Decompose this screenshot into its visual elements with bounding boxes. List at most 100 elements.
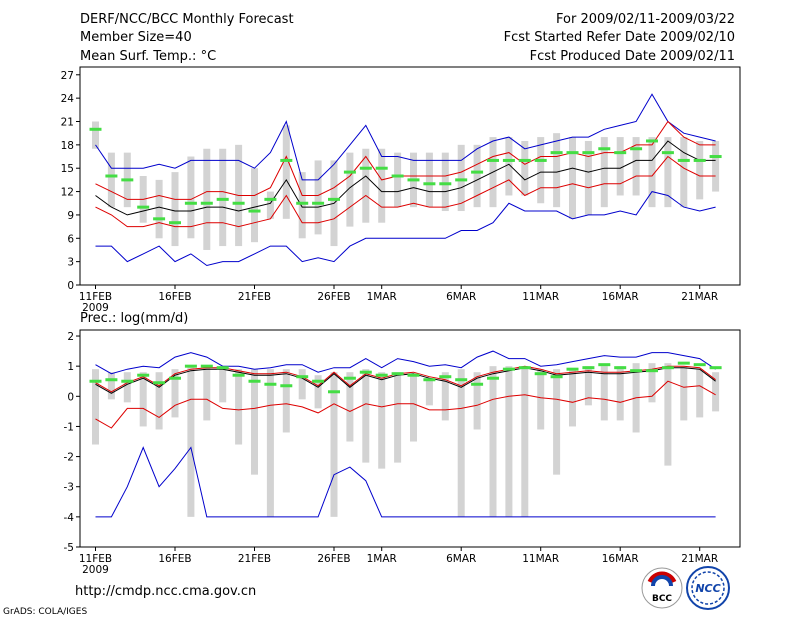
prec-range-box [235,369,243,445]
temp-observed-marker [184,201,197,205]
footer-url[interactable]: http://cmdp.ncc.cma.gov.cn [75,584,256,599]
temp-observed-marker [280,158,293,162]
ncc-logo-wreath [691,571,725,605]
temp-range-box [553,133,561,208]
temp-y-tick-label: 12 [61,187,74,199]
prec-max-line [95,350,716,375]
prec-range-box [410,375,417,442]
prec-x-tick-label: 16MAR [602,553,639,565]
prec-observed-marker [200,364,213,368]
prec-observed-marker [232,373,245,377]
temp-observed-marker [439,182,452,186]
temp-observed-marker [598,147,611,151]
fcst-produced-label: Fcst Produced Date 2009/02/11 [530,49,735,64]
temp-y-tick-label: 6 [67,233,74,245]
temp-x-tick-label: 11MAR [522,291,559,303]
temp-range-box [346,152,354,227]
prec-range-box [378,372,386,469]
temp-x-tick-label: 21MAR [681,291,718,303]
prec-observed-marker [693,363,706,367]
prec-range-box [521,366,529,517]
prec-y-tick-label: -5 [64,542,74,554]
prec-x-tick-label: 1MAR [367,553,397,565]
grads-credit: GrADS: COLA/IGES [3,607,87,617]
prec-y-tick-label: -4 [64,512,75,524]
temp-observed-marker [359,166,372,170]
temp-range-box [282,125,290,219]
prec-observed-marker [455,378,468,382]
prec-observed-marker [518,366,531,370]
prec-observed-marker [296,375,309,379]
prec-observed-marker [216,366,229,370]
prec-y-tick-label: 0 [67,391,74,403]
prec-mean-line [95,367,716,394]
temp-range-box [584,140,592,215]
temp-observed-marker [137,205,150,209]
prec-range-box [251,369,258,475]
prec-range-box [298,369,306,400]
prec-observed-marker [614,366,627,370]
prec-observed-marker [359,370,372,374]
temp-observed-marker [582,151,595,155]
temp-observed-marker [487,158,499,162]
temp-x-tick-label: 6MAR [446,291,476,303]
temp-range-box [203,148,211,250]
temp-range-box [632,137,640,196]
fcst-started-label: Fcst Started Refer Date 2009/02/10 [504,30,735,45]
prec-x-tick-label: 6MAR [446,553,476,565]
temp-y-tick-label: 18 [61,140,74,152]
prec-observed-marker [471,382,484,386]
temp-range-box [521,140,529,196]
precip-title: Prec.: log(mm/d) [80,311,188,326]
prec-range-box [441,372,449,421]
temp-range-box [505,137,513,196]
temp-range-box [569,137,576,219]
prec-observed-marker [312,379,325,383]
temp-range-box [712,140,720,192]
prec-plot-frame [79,329,741,548]
prec-range-box [616,366,624,421]
member-size-label: Member Size=40 [80,30,192,45]
temp-observed-marker [312,201,325,205]
prec-observed-marker [598,363,611,367]
temp-range-box [314,160,322,235]
prec-observed-marker [137,373,150,377]
temp-observed-marker [216,197,229,201]
prec-range-box [680,366,688,421]
temp-observed-marker [407,178,420,182]
temp-plot-frame [79,66,741,286]
temp-observed-marker [661,151,674,155]
temp-y-tick-label: 21 [61,117,74,129]
temp-x-tick-label: 21FEB [238,291,271,303]
prec-range-box [219,366,227,403]
prec-y-tick-label: 1 [67,361,74,373]
temp-range-box [298,172,306,239]
ncc-logo-text: NCC [695,582,720,595]
temp-observed-marker [502,158,515,162]
ncc-logo: NCC [686,566,730,610]
prec-x-tick-label: 16FEB [158,553,191,565]
temp-range-box [251,168,258,243]
temp-range-box [600,137,608,208]
temp-min-line [95,191,716,267]
temp-y-tick-label: 0 [67,280,74,292]
temp-range-box [441,152,449,212]
prec-observed-marker [407,373,420,377]
prec-range-box [203,366,211,421]
prec-lower-sd-line [95,380,716,429]
temp-x-tick-label: 1MAR [367,291,397,303]
temperature-panel: 0 3 6 9 12 15 18 21 24 27 11FEB 16FEB 21FEB 26FEB 1MAR… [61,66,741,314]
prec-observed-marker [153,381,166,385]
temp-observed-marker [248,209,261,213]
prec-x-tick-label: 11FEB [79,553,112,565]
temp-observed-marker [709,155,722,159]
prec-observed-marker [423,378,436,382]
prec-range-box [489,366,497,517]
prec-observed-marker [248,379,261,383]
temp-observed-marker [264,197,277,201]
temp-lower-sd-line [95,155,716,228]
prec-range-box [696,369,704,418]
temp-observed-marker [89,127,102,131]
prec-upper-sd-line [95,365,716,393]
prec-range-box [187,366,195,517]
